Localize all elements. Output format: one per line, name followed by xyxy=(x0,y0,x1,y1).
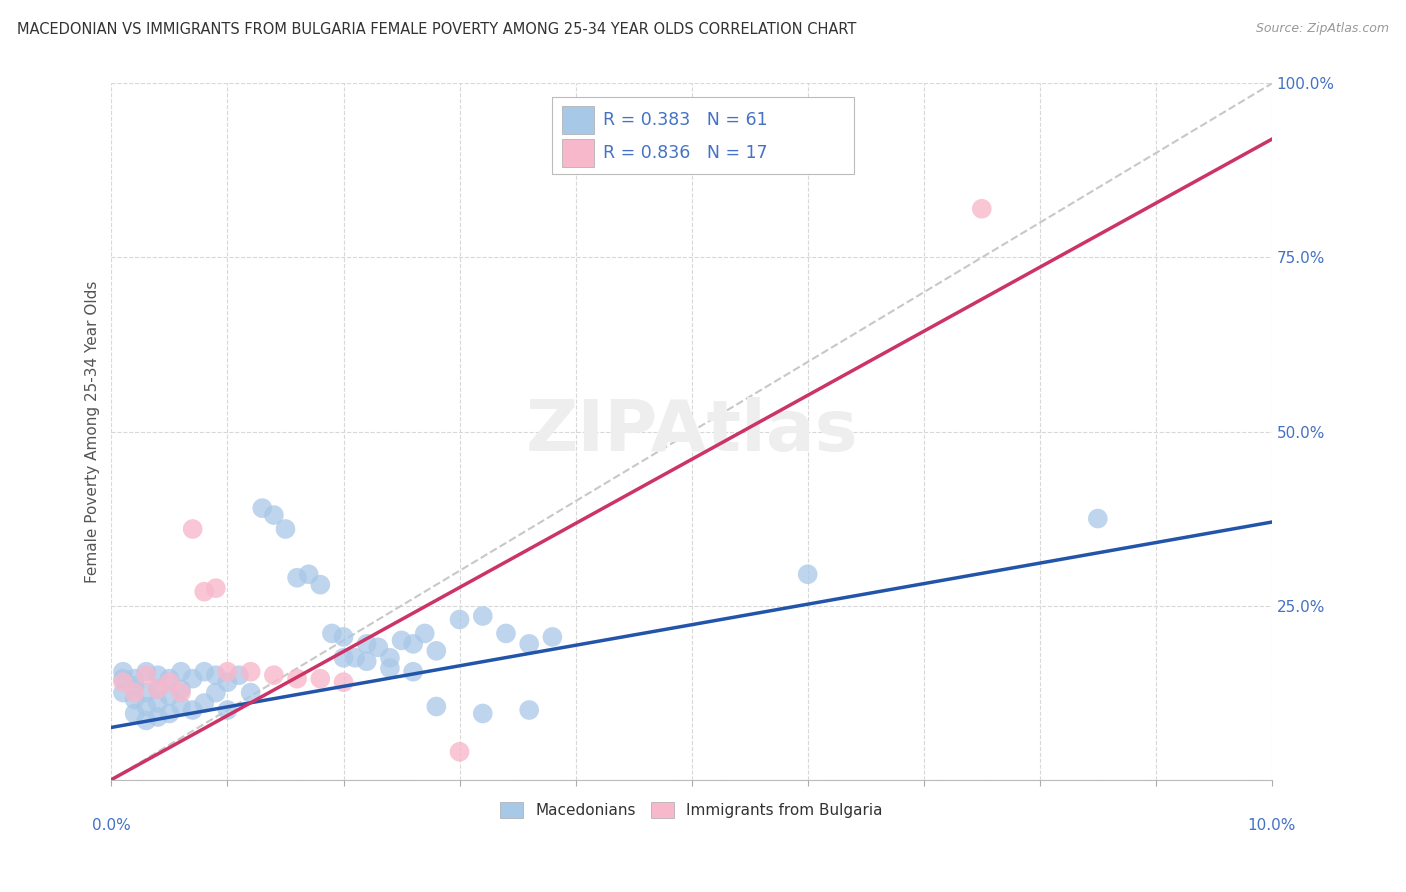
Point xyxy=(332,650,354,665)
Point xyxy=(205,668,228,682)
Point xyxy=(146,668,169,682)
Legend: Macedonians, Immigrants from Bulgaria: Macedonians, Immigrants from Bulgaria xyxy=(495,796,889,824)
Point xyxy=(159,672,181,686)
Point xyxy=(413,626,436,640)
Point xyxy=(970,202,993,216)
Point xyxy=(111,672,134,686)
Point xyxy=(517,703,540,717)
Point xyxy=(217,703,239,717)
Point xyxy=(239,685,262,699)
Point xyxy=(135,714,157,728)
Point xyxy=(378,650,401,665)
Point xyxy=(367,640,389,655)
Point xyxy=(285,672,308,686)
Point xyxy=(124,706,146,721)
Point xyxy=(356,637,378,651)
Point xyxy=(332,675,354,690)
Point xyxy=(193,696,215,710)
Point xyxy=(124,679,146,693)
Point xyxy=(298,567,321,582)
Point xyxy=(170,665,193,679)
Point xyxy=(471,706,494,721)
Point xyxy=(517,637,540,651)
Point xyxy=(170,699,193,714)
Point xyxy=(111,665,134,679)
Point xyxy=(193,584,215,599)
Point xyxy=(425,699,447,714)
Point xyxy=(146,682,169,697)
Point xyxy=(274,522,297,536)
Point xyxy=(378,661,401,675)
Point xyxy=(205,685,228,699)
FancyBboxPatch shape xyxy=(561,106,595,134)
Y-axis label: Female Poverty Among 25-34 Year Olds: Female Poverty Among 25-34 Year Olds xyxy=(86,280,100,582)
Point xyxy=(471,609,494,624)
FancyBboxPatch shape xyxy=(553,97,853,174)
Point xyxy=(449,613,471,627)
Point xyxy=(205,581,228,595)
Point xyxy=(263,668,285,682)
Point xyxy=(146,696,169,710)
Point xyxy=(146,682,169,697)
Point xyxy=(135,665,157,679)
Point xyxy=(181,672,204,686)
Point xyxy=(252,501,274,516)
Point xyxy=(159,689,181,703)
Point xyxy=(124,672,146,686)
Point xyxy=(124,685,146,699)
Point xyxy=(135,699,157,714)
Point xyxy=(344,650,367,665)
Text: 10.0%: 10.0% xyxy=(1247,818,1296,833)
Text: 0.0%: 0.0% xyxy=(91,818,131,833)
Point xyxy=(285,571,308,585)
Point xyxy=(170,685,193,699)
Text: R = 0.383   N = 61: R = 0.383 N = 61 xyxy=(603,111,768,128)
Point xyxy=(193,665,215,679)
Point xyxy=(111,675,134,690)
Point xyxy=(309,577,332,591)
Point xyxy=(170,682,193,697)
FancyBboxPatch shape xyxy=(561,139,595,167)
Point xyxy=(796,567,818,582)
Point xyxy=(425,644,447,658)
Point xyxy=(217,665,239,679)
Point xyxy=(402,637,425,651)
Point xyxy=(1087,511,1109,525)
Text: ZIPAtlas: ZIPAtlas xyxy=(526,397,858,466)
Point xyxy=(146,710,169,724)
Point xyxy=(159,706,181,721)
Point xyxy=(159,675,181,690)
Point xyxy=(228,668,250,682)
Point xyxy=(541,630,564,644)
Point xyxy=(356,654,378,668)
Point xyxy=(332,630,354,644)
Text: R = 0.836   N = 17: R = 0.836 N = 17 xyxy=(603,145,768,162)
Point xyxy=(321,626,343,640)
Point xyxy=(449,745,471,759)
Point xyxy=(263,508,285,522)
Point xyxy=(402,665,425,679)
Point xyxy=(217,675,239,690)
Point xyxy=(181,703,204,717)
Point xyxy=(239,665,262,679)
Point xyxy=(111,685,134,699)
Point xyxy=(181,522,204,536)
Point xyxy=(309,672,332,686)
Point xyxy=(124,692,146,706)
Point xyxy=(495,626,517,640)
Point xyxy=(135,685,157,699)
Point xyxy=(391,633,413,648)
Text: MACEDONIAN VS IMMIGRANTS FROM BULGARIA FEMALE POVERTY AMONG 25-34 YEAR OLDS CORR: MACEDONIAN VS IMMIGRANTS FROM BULGARIA F… xyxy=(17,22,856,37)
Text: Source: ZipAtlas.com: Source: ZipAtlas.com xyxy=(1256,22,1389,36)
Point xyxy=(135,668,157,682)
